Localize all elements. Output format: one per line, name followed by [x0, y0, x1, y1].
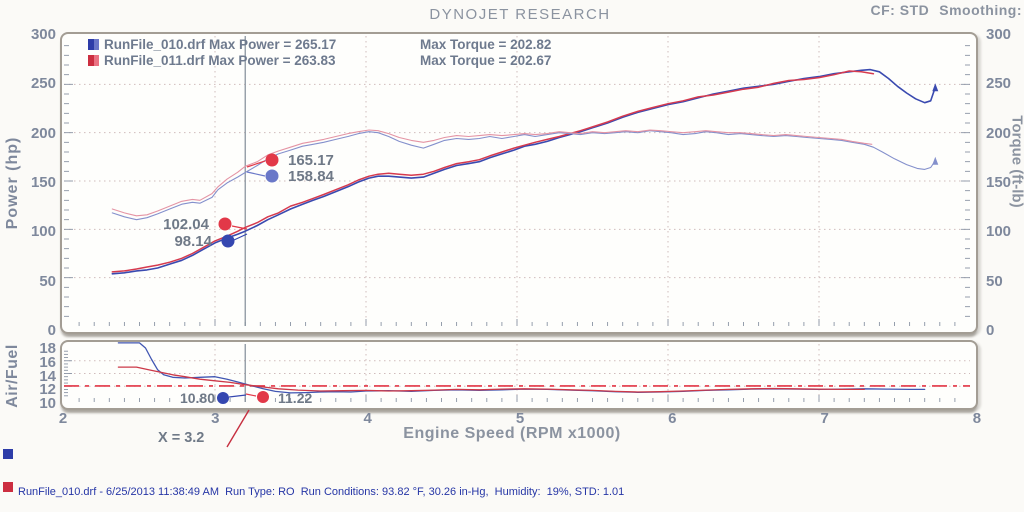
footer-run-011: RunFile_011.drf - 6/25/2013 11:47:02 AM …	[3, 480, 623, 512]
cursor-x-label: X = 3.2	[158, 430, 205, 446]
torque-tick-label: 300	[986, 26, 1012, 43]
y-minor-ticks	[64, 45, 970, 317]
legend-run-010: RunFile_010.drf Max Power = 265.17 Max T…	[88, 36, 551, 52]
cf-smoothing-label: CF: STD Smoothing:	[762, 2, 1022, 18]
torque-tick-label: 100	[986, 223, 1012, 241]
annotation-value-label: 10.80	[179, 390, 215, 406]
series-RunFile_010 Torque (ft-lb)	[111, 130, 936, 221]
torque-tick-label: 200	[986, 124, 1012, 142]
power-tick-label: 300	[30, 26, 56, 43]
annotation-value-label: 98.14	[174, 233, 212, 250]
series-RunFile_011 Power (hp)	[111, 70, 875, 273]
legend-run-011: RunFile_011.drf Max Power = 263.83 Max T…	[88, 52, 551, 68]
afr-tick-label: 10	[39, 395, 56, 412]
rpm-tick-label: 6	[668, 410, 677, 427]
series-end-arrow-icon	[932, 156, 939, 165]
power-tick-label: 200	[30, 124, 56, 142]
gridlines	[64, 36, 970, 326]
footer-run-010-swatch-icon	[3, 449, 13, 459]
torque-tick-label: 150	[986, 174, 1012, 191]
power-tick-label: 0	[47, 322, 56, 339]
torque-tick-label: 250	[986, 75, 1012, 93]
x-axis-label: Engine Speed (RPM x1000)	[403, 425, 621, 442]
x-minor-ticks	[78, 395, 956, 402]
cf-label: CF: STD	[870, 2, 930, 18]
afr-tick-label: 16	[39, 353, 56, 371]
rpm-tick-label: 2	[58, 410, 68, 427]
chart-legend: RunFile_010.drf Max Power = 265.17 Max T…	[88, 36, 551, 68]
smoothing-label: Smoothing:	[939, 2, 1022, 18]
rpm-tick-label: 7	[820, 410, 829, 427]
power-tick-label: 150	[30, 174, 56, 191]
rpm-tick-label: 8	[972, 410, 982, 427]
legend-run-011-power: RunFile_011.drf Max Power = 263.83	[104, 52, 336, 68]
power-tick-label: 250	[30, 75, 56, 93]
afr-tick-label: 18	[39, 340, 56, 357]
afr-tick-label: 14	[39, 367, 56, 385]
airfuel-chart	[60, 340, 978, 410]
power-tick-label: 50	[39, 272, 56, 290]
power-torque-chart: RunFile_010.drf Max Power = 265.17 Max T…	[60, 32, 978, 334]
torque-axis-label: Torque (ft-lb)	[1008, 115, 1024, 208]
page-title: DYNOJET RESEARCH	[429, 6, 611, 23]
rpm-tick-label: 3	[211, 410, 220, 427]
annotation-value-label: 11.22	[278, 390, 313, 406]
legend-run-010-power: RunFile_010.drf Max Power = 265.17	[104, 36, 337, 52]
rpm-tick-label: 4	[363, 410, 372, 427]
torque-tick-label: 0	[986, 322, 995, 339]
power-tick-label: 100	[30, 223, 56, 241]
airfuel-plot	[64, 342, 970, 402]
power-torque-plot	[64, 36, 970, 326]
run-011-swatch-icon	[88, 54, 99, 66]
annotation-value-label: 165.17	[288, 152, 334, 169]
series-end-arrow-icon	[932, 83, 939, 92]
torque-tick-label: 50	[986, 272, 1003, 290]
run-010-swatch-icon	[88, 38, 99, 50]
legend-run-011-torque: Max Torque = 202.67	[420, 52, 552, 68]
series-RunFile_010 Power (hp)	[111, 68, 937, 275]
footer-run-010-info: RunFile_010.drf - 6/25/2013 11:38:49 AM …	[18, 486, 625, 498]
series-RunFile_011 Air/Fuel	[117, 366, 865, 393]
rpm-tick-label: 5	[515, 410, 525, 427]
footer-run-010: RunFile_010.drf - 6/25/2013 11:38:49 AM …	[3, 447, 624, 512]
x-minor-ticks	[78, 319, 956, 326]
legend-run-010-torque: Max Torque = 202.82	[420, 36, 552, 52]
annotation-value-label: 158.84	[288, 168, 334, 185]
footer-run-011-swatch-icon	[3, 482, 13, 492]
afr-minor-ticks	[64, 350, 72, 397]
series-RunFile_011 Torque (ft-lb)	[111, 129, 873, 217]
annotation-value-label: 102.04	[163, 216, 209, 233]
afr-tick-label: 12	[39, 381, 56, 399]
